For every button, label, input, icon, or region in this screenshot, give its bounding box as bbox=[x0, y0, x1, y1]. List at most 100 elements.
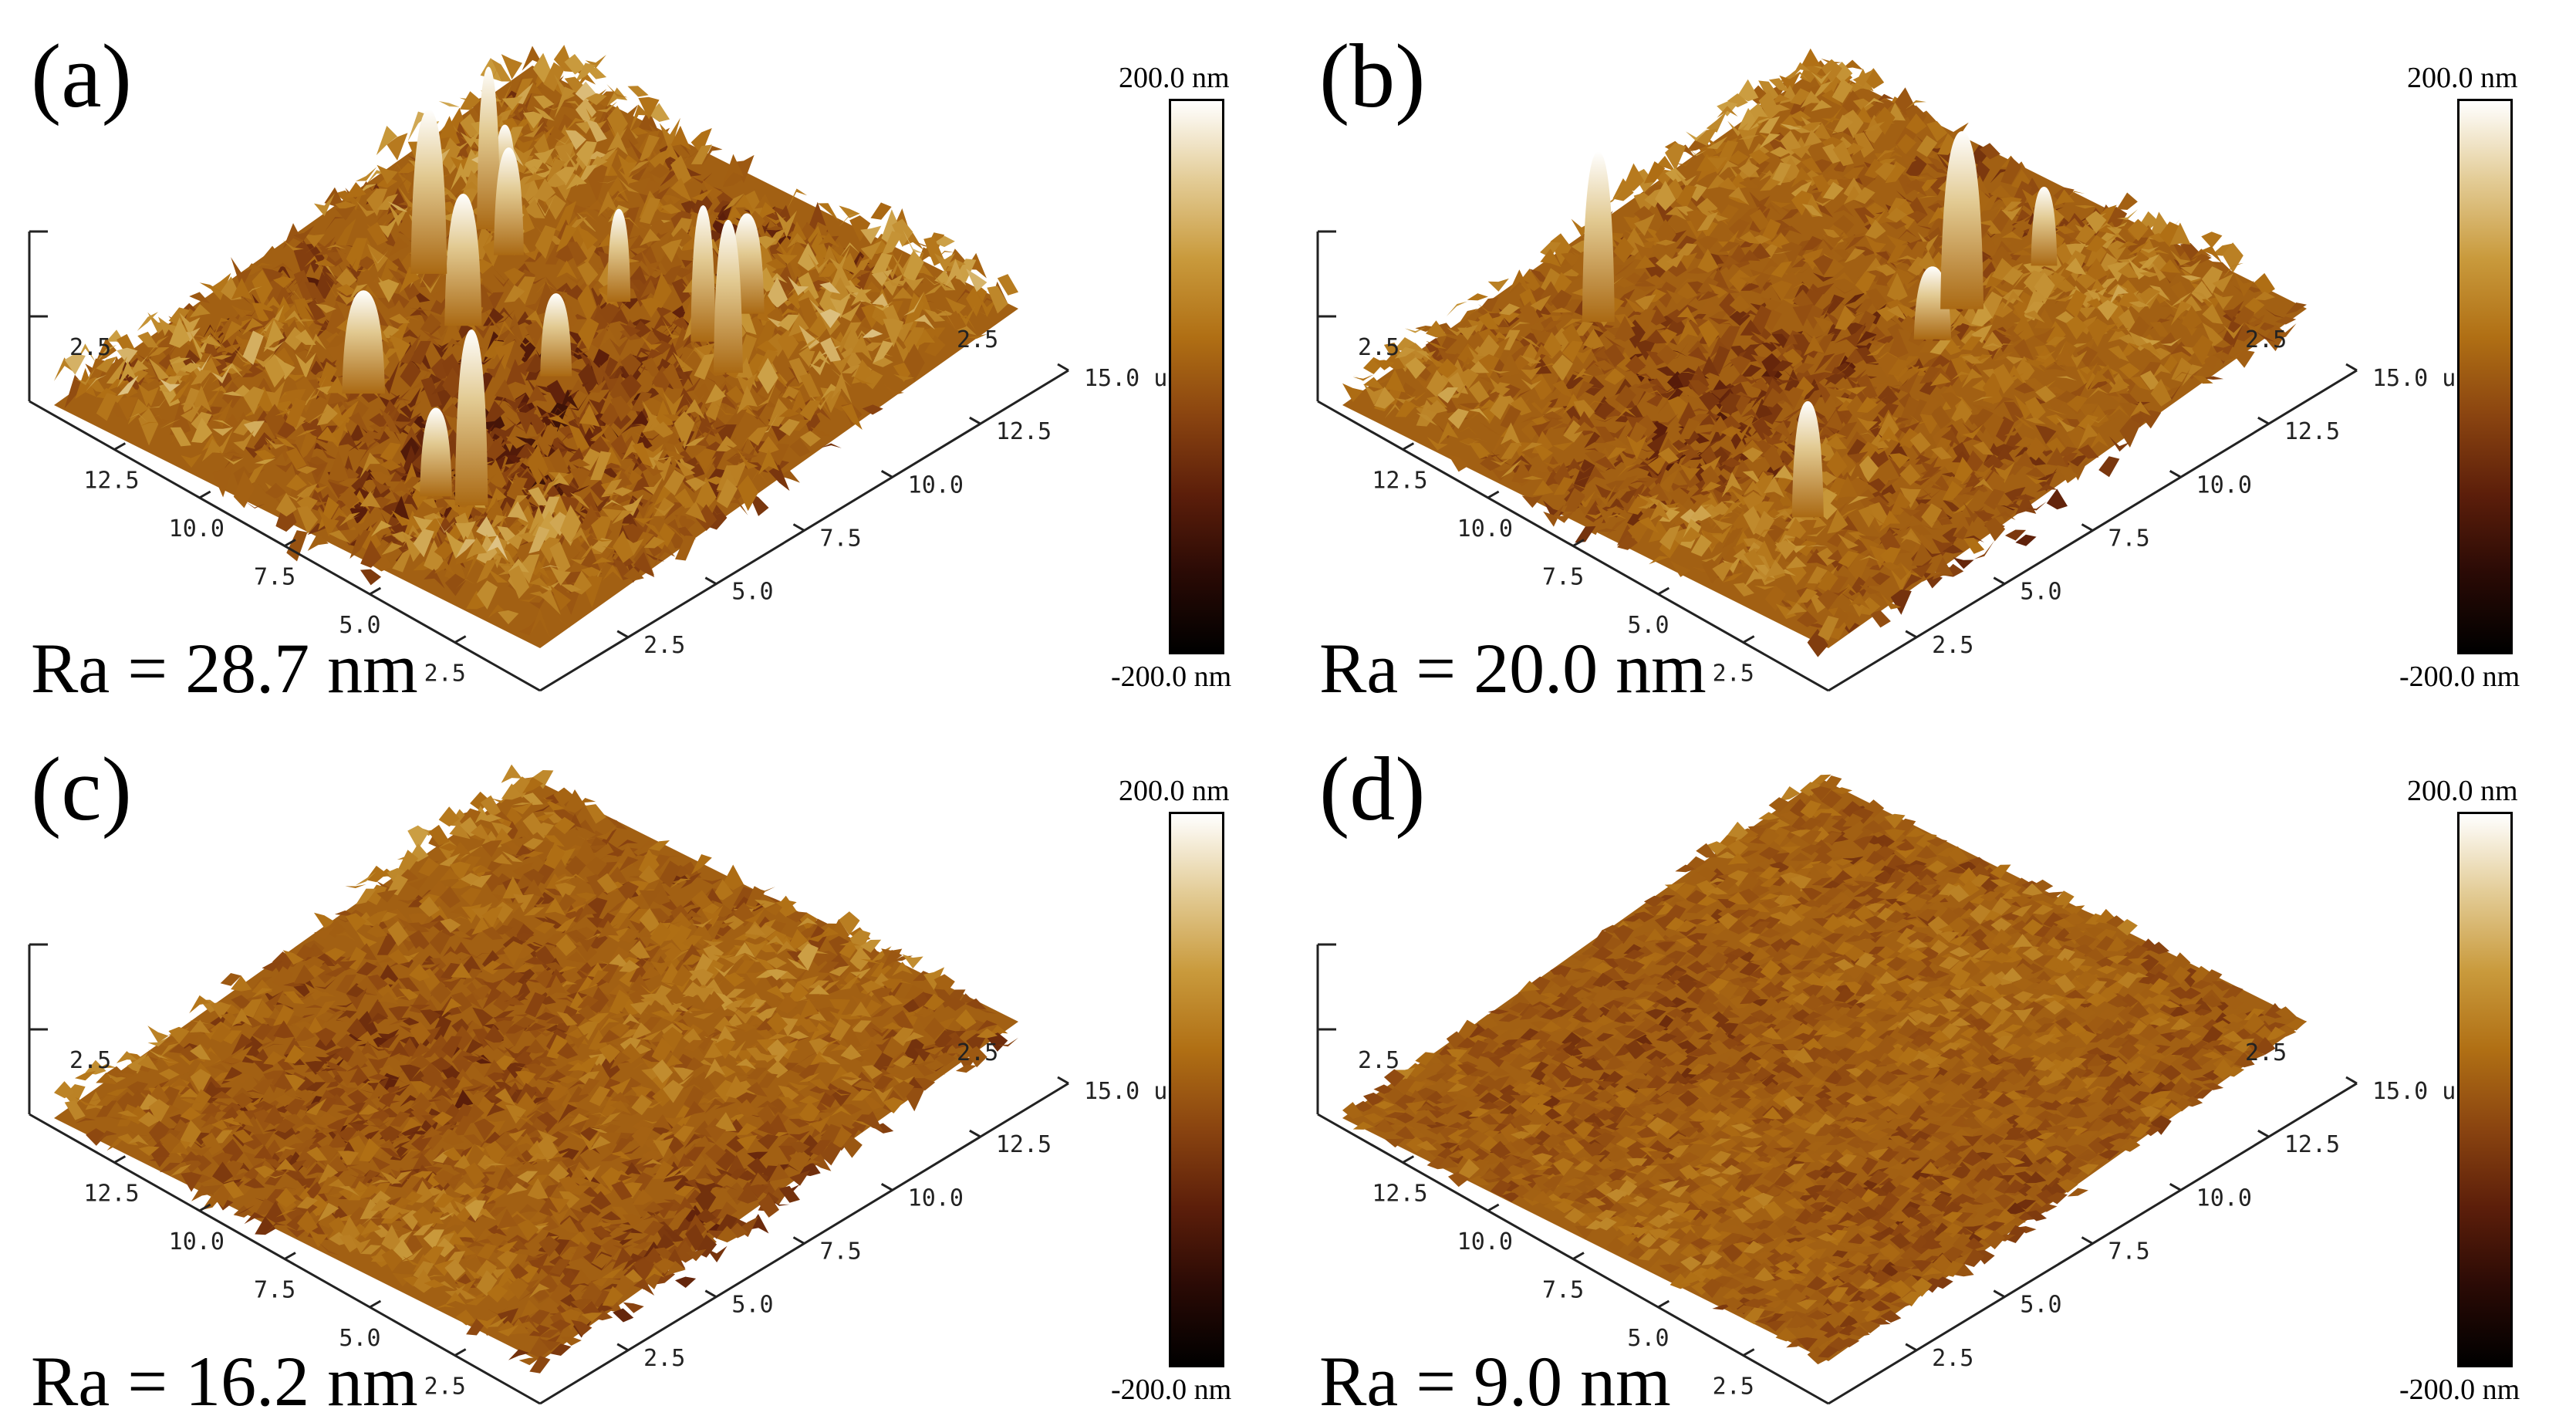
right-axis-tick: 2.5 bbox=[643, 632, 685, 659]
left-axis-tick: 10.0 bbox=[1457, 515, 1513, 542]
left-axis-tick: 7.5 bbox=[1542, 1277, 1584, 1304]
afm-spike bbox=[1791, 400, 1824, 518]
right-axis-tick: 2.5 bbox=[643, 1345, 685, 1372]
left-axis-tick: 7.5 bbox=[254, 564, 295, 591]
right-axis-tick: 7.5 bbox=[820, 525, 862, 552]
afm-panel-c: 12.5 10.0 7.5 5.0 2.5 15.0 um 12.5 10.0 7.5 5.0 2.… bbox=[0, 713, 1288, 1426]
afm-spike bbox=[690, 205, 716, 342]
left-axis-tick: 12.5 bbox=[1372, 468, 1427, 495]
colorbar-min-label-a: -200.0 nm bbox=[1111, 661, 1232, 693]
right-axis-tick: 15.0 um bbox=[1084, 1078, 1181, 1105]
right-axis-tick: 2.5 bbox=[1932, 1345, 1973, 1372]
afm-spike bbox=[606, 208, 631, 302]
afm-spike bbox=[493, 147, 524, 255]
panel-letter-a: (a) bbox=[31, 25, 132, 127]
afm-spike bbox=[454, 329, 488, 505]
afm-panel-a: 12.5 10.0 7.5 5.0 2.5 15.0 um 12.5 10.0 7.5 5.0 2.… bbox=[0, 0, 1288, 713]
right-axis-tick: 10.0 bbox=[908, 1184, 964, 1211]
afm-surface-a: 12.5 10.0 7.5 5.0 2.5 15.0 um 12.5 10.0 7.5 5.0 2.… bbox=[28, 45, 1181, 692]
right-axis-tick: 5.0 bbox=[731, 579, 773, 606]
panel-letter-d: (d) bbox=[1319, 738, 1426, 840]
back-left-tick: 2.5 bbox=[1358, 1047, 1399, 1074]
left-axis-tick: 2.5 bbox=[1713, 1374, 1754, 1401]
left-axis-tick: 5.0 bbox=[1627, 612, 1669, 639]
left-axis-tick: 10.0 bbox=[169, 515, 225, 542]
colorbar-min-label-d: -200.0 nm bbox=[2399, 1374, 2520, 1406]
right-axis-tick: 5.0 bbox=[731, 1292, 773, 1319]
colorbar-min-label-b: -200.0 nm bbox=[2399, 661, 2520, 693]
ra-label-a: Ra = 28.7 nm bbox=[31, 629, 418, 708]
afm-spike bbox=[444, 194, 482, 326]
right-axis-tick: 2.5 bbox=[1932, 632, 1973, 659]
right-axis-tick: 15.0 um bbox=[1084, 365, 1181, 392]
afm-axes bbox=[28, 230, 1069, 692]
right-axis-tick: 15.0 um bbox=[2372, 1078, 2470, 1105]
colorbar-b bbox=[2457, 99, 2513, 654]
left-axis-tick: 5.0 bbox=[1627, 1325, 1669, 1352]
colorbar-max-label-b: 200.0 nm bbox=[2407, 62, 2518, 94]
back-right-tick: 2.5 bbox=[957, 1039, 998, 1066]
left-axis-tick: 12.5 bbox=[83, 468, 139, 495]
afm-texture bbox=[1342, 48, 2307, 657]
left-axis-tick: 2.5 bbox=[424, 1374, 466, 1401]
afm-spike bbox=[2031, 187, 2058, 266]
left-axis-tick: 5.0 bbox=[339, 1325, 380, 1352]
colorbar-max-label-d: 200.0 nm bbox=[2407, 775, 2518, 807]
afm-axes bbox=[1316, 943, 2358, 1405]
back-left-tick: 2.5 bbox=[69, 1047, 111, 1074]
afm-spike bbox=[1940, 130, 1984, 309]
afm-texture bbox=[54, 45, 1018, 648]
afm-spike bbox=[410, 109, 447, 274]
colorbar-c bbox=[1169, 812, 1224, 1367]
right-axis-tick: 10.0 bbox=[2196, 471, 2252, 498]
afm-spike bbox=[713, 219, 743, 373]
afm-surface-d: 12.5 10.0 7.5 5.0 2.5 15.0 um 12.5 10.0 7.5 5.0 2.… bbox=[1316, 774, 2470, 1405]
panel-letter-b: (b) bbox=[1319, 25, 1426, 127]
afm-surface-b: 12.5 10.0 7.5 5.0 2.5 15.0 um 12.5 10.0 7.5 5.0 2.… bbox=[1316, 48, 2470, 692]
right-axis-tick: 10.0 bbox=[2196, 1184, 2252, 1211]
right-axis-tick: 12.5 bbox=[2284, 1131, 2340, 1158]
left-axis-tick: 2.5 bbox=[1713, 661, 1754, 688]
right-axis-tick: 7.5 bbox=[820, 1238, 862, 1265]
panel-letter-c: (c) bbox=[31, 738, 132, 840]
afm-axes bbox=[1316, 230, 2358, 692]
left-axis-tick: 5.0 bbox=[339, 612, 380, 639]
left-axis-tick: 10.0 bbox=[169, 1228, 225, 1255]
right-axis-tick: 5.0 bbox=[2020, 579, 2061, 606]
afm-spike bbox=[420, 407, 452, 497]
right-axis-tick: 5.0 bbox=[2020, 1292, 2061, 1319]
left-axis-tick: 7.5 bbox=[254, 1277, 295, 1304]
afm-texture bbox=[1342, 774, 2307, 1365]
afm-spike bbox=[540, 293, 572, 377]
afm-spike bbox=[477, 66, 501, 230]
right-axis-tick: 12.5 bbox=[996, 418, 1052, 445]
left-axis-tick: 12.5 bbox=[83, 1181, 139, 1208]
back-right-tick: 2.5 bbox=[2245, 1039, 2287, 1066]
afm-surface-c: 12.5 10.0 7.5 5.0 2.5 15.0 um 12.5 10.0 7.5 5.0 2.… bbox=[28, 764, 1181, 1405]
left-axis-tick: 10.0 bbox=[1457, 1228, 1513, 1255]
right-axis-tick: 15.0 um bbox=[2372, 365, 2470, 392]
back-left-tick: 2.5 bbox=[1358, 334, 1399, 361]
colorbar-d bbox=[2457, 812, 2513, 1367]
afm-axes bbox=[28, 943, 1069, 1405]
ra-label-d: Ra = 9.0 nm bbox=[1319, 1342, 1671, 1421]
right-axis-tick: 12.5 bbox=[2284, 418, 2340, 445]
back-left-tick: 2.5 bbox=[69, 334, 111, 361]
colorbar-max-label-c: 200.0 nm bbox=[1119, 775, 1230, 807]
colorbar-min-label-c: -200.0 nm bbox=[1111, 1374, 1232, 1406]
colorbar-a bbox=[1169, 99, 1224, 654]
back-right-tick: 2.5 bbox=[2245, 326, 2287, 353]
right-axis-tick: 12.5 bbox=[996, 1131, 1052, 1158]
right-axis-tick: 10.0 bbox=[908, 471, 964, 498]
left-axis-tick: 7.5 bbox=[1542, 564, 1584, 591]
ra-label-b: Ra = 20.0 nm bbox=[1319, 629, 1707, 708]
afm-panel-b: 12.5 10.0 7.5 5.0 2.5 15.0 um 12.5 10.0 7.5 5.0 2.… bbox=[1288, 0, 2576, 713]
afm-spike bbox=[1582, 151, 1615, 323]
back-right-tick: 2.5 bbox=[957, 326, 998, 353]
left-axis-tick: 12.5 bbox=[1372, 1181, 1427, 1208]
afm-spike bbox=[342, 290, 385, 394]
ra-label-c: Ra = 16.2 nm bbox=[31, 1342, 418, 1421]
colorbar-max-label-a: 200.0 nm bbox=[1119, 62, 1230, 94]
afm-panel-d: 12.5 10.0 7.5 5.0 2.5 15.0 um 12.5 10.0 7.5 5.0 2.… bbox=[1288, 713, 2576, 1426]
right-axis-tick: 7.5 bbox=[2108, 1238, 2150, 1265]
